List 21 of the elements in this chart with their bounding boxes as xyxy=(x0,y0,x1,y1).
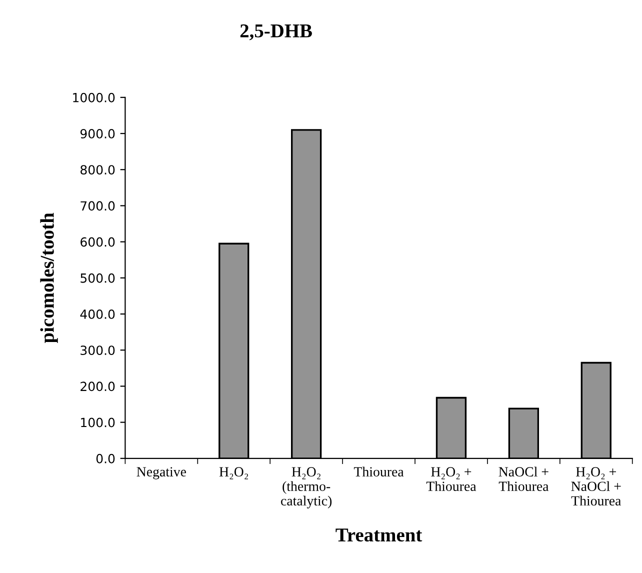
x-tick-label: H₂O₂ xyxy=(219,467,248,480)
y-tick-label: 600.0 xyxy=(80,237,115,247)
x-tick-label: Thiourea xyxy=(354,466,404,477)
chart-title: 2,5-DHB xyxy=(240,24,312,40)
y-tick-label: 0.0 xyxy=(96,454,115,464)
y-tick-label: 500.0 xyxy=(80,273,115,283)
x-tick-label: NaOCl + Thiourea xyxy=(498,466,549,492)
y-tick-label: 200.0 xyxy=(80,382,115,392)
y-tick-label: 1000.0 xyxy=(73,92,115,102)
y-tick-label: 900.0 xyxy=(80,128,115,138)
y-tick-label: 100.0 xyxy=(81,418,115,428)
y-axis-title: picomoles/tooth xyxy=(40,212,58,344)
x-tick-label: H₂O₂ + Thiourea xyxy=(426,467,476,492)
y-tick-label: 300.0 xyxy=(80,346,115,356)
x-tick-label: H₂O₂ (thermo- catalytic) xyxy=(281,467,332,508)
x-tick-label: Negative xyxy=(136,467,186,480)
y-tick-label: 700.0 xyxy=(80,201,115,211)
y-tick-label: 800.0 xyxy=(80,165,115,175)
y-tick-label: 400.0 xyxy=(80,309,115,319)
x-axis-title: Treatment xyxy=(336,528,422,542)
x-tick-label: H₂O₂ + NaOCl + Thiourea xyxy=(571,467,622,506)
